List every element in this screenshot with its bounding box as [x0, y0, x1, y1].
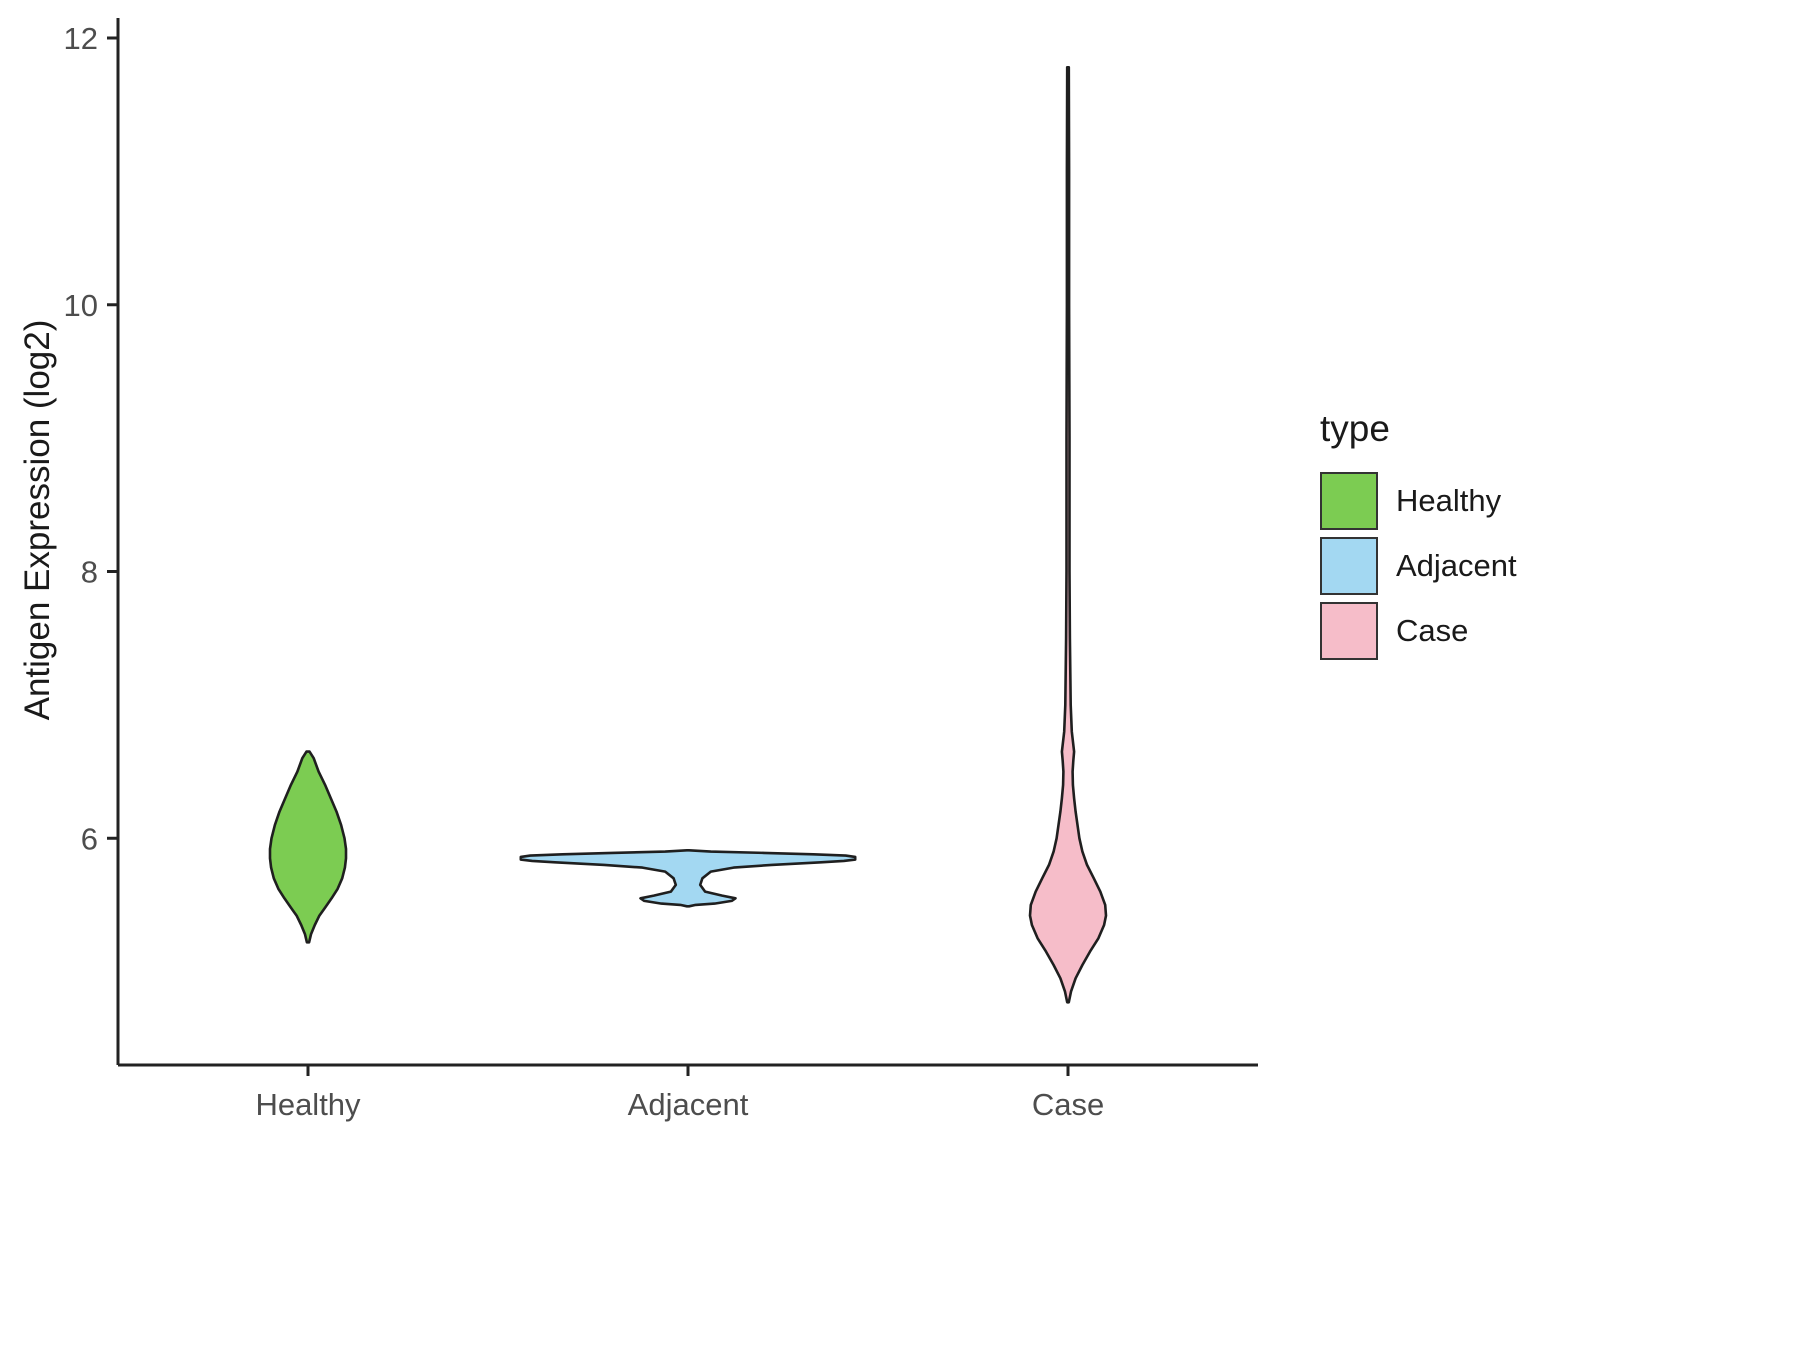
violin-case: [1028, 66, 1108, 1004]
y-axis-title: Antigen Expression (log2): [18, 319, 57, 721]
legend-swatch-adjacent: [1320, 537, 1378, 595]
x-tick-label: Case: [1032, 1087, 1104, 1122]
violin-healthy: [268, 750, 348, 944]
y-tick-label: 12: [64, 21, 98, 56]
legend-label-case: Case: [1396, 613, 1469, 648]
x-tick-label: Adjacent: [628, 1087, 749, 1122]
legend: type Healthy Adjacent Case: [1320, 408, 1517, 667]
legend-label-adjacent: Adjacent: [1396, 548, 1517, 583]
y-tick-label: 6: [81, 821, 98, 856]
legend-label-healthy: Healthy: [1396, 483, 1502, 518]
legend-swatch-case: [1320, 602, 1378, 660]
legend-swatch-healthy: [1320, 472, 1378, 530]
y-tick-label: 8: [81, 555, 98, 590]
y-tick-label: 10: [64, 288, 98, 323]
legend-item-adjacent: Adjacent: [1320, 537, 1517, 595]
legend-item-case: Case: [1320, 602, 1517, 660]
legend-title: type: [1320, 408, 1390, 449]
violin-adjacent: [519, 849, 857, 908]
legend-item-healthy: Healthy: [1320, 472, 1517, 530]
x-tick-label: Healthy: [255, 1087, 361, 1122]
